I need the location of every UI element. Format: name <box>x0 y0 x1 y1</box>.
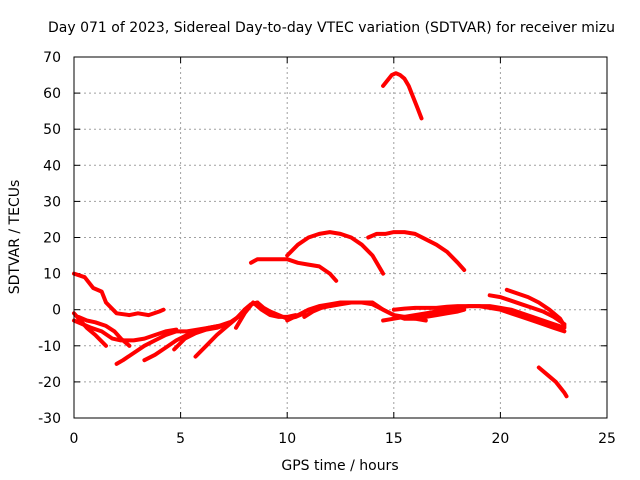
y-axis-label: SDTVAR / TECUs <box>7 180 23 295</box>
x-tick-label: 25 <box>598 431 616 447</box>
y-tick-label: -30 <box>38 411 61 427</box>
y-tick-label: 10 <box>43 267 61 283</box>
series-line-s16 <box>366 230 467 272</box>
x-tick-label: 15 <box>385 431 403 447</box>
series-line-s1 <box>72 271 166 318</box>
plot-frame <box>73 56 608 419</box>
y-tick-label: -20 <box>38 375 61 391</box>
series-line-s4 <box>76 314 132 348</box>
series-line-s17 <box>381 71 424 121</box>
series-line-s11 <box>302 300 467 321</box>
series-line-s14 <box>249 257 339 283</box>
x-tick-label: 20 <box>491 431 509 447</box>
y-tick-label: 20 <box>43 231 61 247</box>
series-line-s18 <box>487 293 567 327</box>
y-tick-label: 50 <box>43 122 61 138</box>
series-line-s19 <box>504 287 567 328</box>
grid <box>74 57 607 418</box>
data-series <box>72 71 569 399</box>
y-tick-label: 60 <box>43 86 61 102</box>
chart-title: Day 071 of 2023, Sidereal Day-to-day VTE… <box>48 20 615 36</box>
series-line-s20 <box>536 365 569 399</box>
x-tick-label: 0 <box>70 431 79 447</box>
y-tick-label: 40 <box>43 158 61 174</box>
x-tick-label: 10 <box>278 431 296 447</box>
y-tick-label: 0 <box>52 303 61 319</box>
series-line-s9 <box>234 300 298 330</box>
series-line-s15 <box>285 230 386 276</box>
x-axis-label: GPS time / hours <box>281 458 398 474</box>
y-tick-label: 70 <box>43 50 61 66</box>
series-line-s13 <box>391 304 567 334</box>
y-tick-label: -10 <box>38 339 61 355</box>
x-tick-label: 5 <box>176 431 185 447</box>
y-tick-label: 30 <box>43 194 61 210</box>
axis-ticks: 0 5 10 15 20 25 -30 -20 -10 0 10 20 30 40 50 60 70 <box>38 50 616 447</box>
